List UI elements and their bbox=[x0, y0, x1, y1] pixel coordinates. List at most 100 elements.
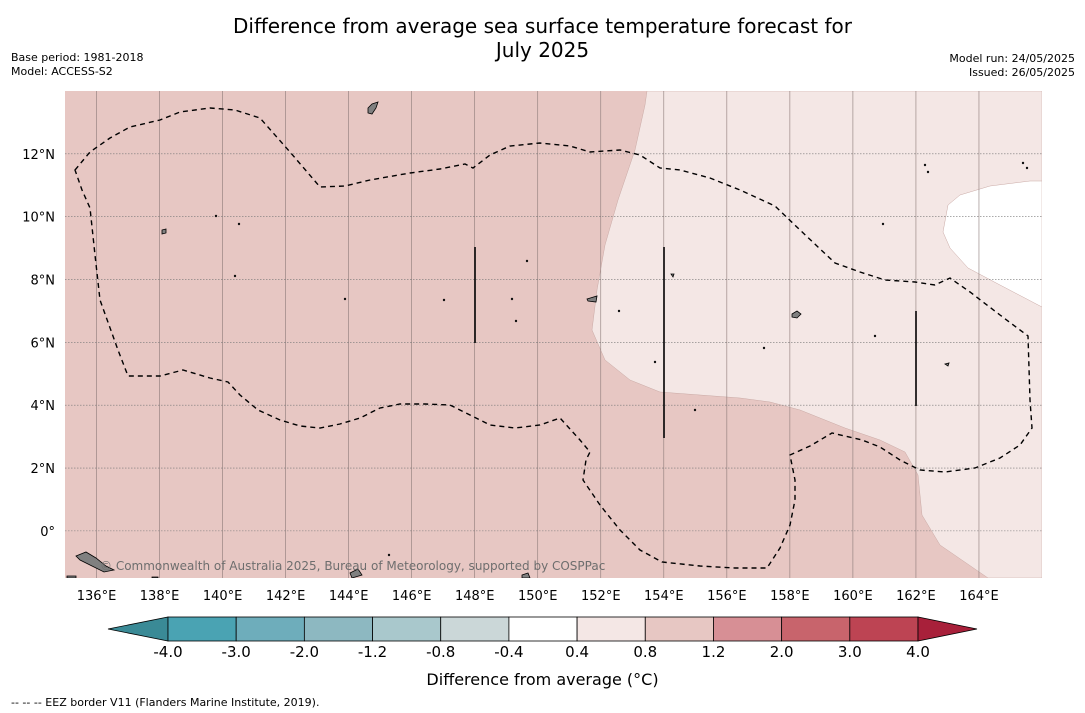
model-name-text: Model: ACCESS-S2 bbox=[11, 65, 113, 78]
island bbox=[387, 553, 391, 557]
colorbar-segment bbox=[644, 616, 714, 642]
map-title-line-1: Difference from average sea surface temp… bbox=[232, 14, 852, 38]
colorbar bbox=[107, 616, 978, 642]
latitude-tick-label: 8°N bbox=[31, 274, 56, 289]
longitude-tick-label: 152°E bbox=[581, 589, 621, 604]
colorbar-tick-label: -4.0 bbox=[153, 643, 183, 661]
latitude-tick-label: 0° bbox=[40, 525, 55, 540]
island bbox=[586, 295, 598, 303]
colorbar-segment bbox=[303, 616, 373, 642]
longitude-tick-label: 154°E bbox=[644, 589, 684, 604]
latitude-tick-label: 2°N bbox=[31, 462, 56, 477]
colorbar-extend-low bbox=[107, 616, 169, 642]
longitude-tick-label: 162°E bbox=[896, 589, 936, 604]
longitude-tick-label: 138°E bbox=[140, 589, 180, 604]
colorbar-tick-label: 0.4 bbox=[565, 643, 590, 661]
longitude-tick-label: 140°E bbox=[203, 589, 243, 604]
island bbox=[214, 214, 218, 218]
issued-date-text: Issued: 26/05/2025 bbox=[968, 66, 1075, 79]
island bbox=[525, 259, 529, 263]
island bbox=[881, 222, 885, 226]
model-run-info: Model run: 24/05/2025 Issued: 26/05/2025 bbox=[949, 52, 1075, 80]
island bbox=[349, 568, 363, 578]
island bbox=[521, 572, 531, 578]
colorbar-segment bbox=[713, 616, 783, 642]
island bbox=[151, 576, 159, 578]
colorbar-tick-label: 0.8 bbox=[633, 643, 658, 661]
island bbox=[873, 334, 877, 338]
colorbar-tick-label: -2.0 bbox=[289, 643, 319, 661]
storm-track-markers bbox=[474, 247, 917, 438]
longitude-tick-label: 164°E bbox=[959, 589, 999, 604]
island bbox=[791, 310, 802, 319]
colorbar-tick-label: -1.2 bbox=[357, 643, 388, 661]
island bbox=[343, 297, 347, 301]
colorbar-tick-label: -3.0 bbox=[221, 643, 251, 661]
island bbox=[617, 309, 621, 313]
longitude-tick-label: 136°E bbox=[77, 589, 117, 604]
latitude-tick-label: 12°N bbox=[22, 148, 55, 163]
colorbar-segment bbox=[576, 616, 646, 642]
longitude-tick-label: 148°E bbox=[455, 589, 495, 604]
longitude-tick-label: 158°E bbox=[770, 589, 810, 604]
island bbox=[66, 575, 77, 578]
base-period-info: Base period: 1981-2018 Model: ACCESS-S2 bbox=[11, 51, 143, 79]
latitude-tick-label: 4°N bbox=[31, 399, 56, 414]
latitude-labels: 0° 2°N 4°N 6°N 8°N 10°N 12°N bbox=[22, 148, 55, 540]
colorbar-label: Difference from average (°C) bbox=[426, 670, 659, 689]
colorbar-tick-label: 1.2 bbox=[701, 643, 726, 661]
longitude-tick-label: 156°E bbox=[707, 589, 747, 604]
map-title-line-2: July 2025 bbox=[495, 38, 590, 62]
longitude-tick-label: 144°E bbox=[329, 589, 369, 604]
land-masses bbox=[66, 101, 1029, 578]
island bbox=[510, 297, 514, 301]
island bbox=[442, 298, 446, 302]
model-run-text: Model run: 24/05/2025 bbox=[949, 52, 1075, 65]
island bbox=[693, 408, 697, 412]
copyright-credit: © Commonwealth of Australia 2025, Bureau… bbox=[100, 559, 605, 573]
longitude-labels: 136°E 138°E 140°E 142°E 144°E 146°E 148°E 150°E… bbox=[77, 589, 999, 604]
longitude-tick-label: 142°E bbox=[266, 589, 306, 604]
colorbar-segment bbox=[781, 616, 851, 642]
colorbar-extend-high bbox=[917, 616, 978, 642]
colorbar-segment bbox=[167, 616, 237, 642]
eez-borders bbox=[74, 107, 1033, 569]
colorbar-tick-label: -0.8 bbox=[426, 643, 456, 661]
longitude-tick-label: 146°E bbox=[392, 589, 432, 604]
map-title: Difference from average sea surface temp… bbox=[0, 14, 1085, 62]
anomaly-region-0-4-to-0-8 bbox=[591, 91, 1042, 578]
anomaly-region-neutral bbox=[942, 180, 1042, 308]
island bbox=[926, 170, 930, 174]
lat-lon-gridlines bbox=[65, 91, 1042, 578]
island bbox=[237, 222, 241, 226]
island bbox=[161, 228, 167, 235]
colorbar-segment bbox=[372, 616, 442, 642]
island bbox=[653, 360, 657, 364]
longitude-tick-label: 150°E bbox=[518, 589, 558, 604]
island bbox=[670, 273, 675, 278]
colorbar-tick-label: -0.4 bbox=[494, 643, 524, 661]
island bbox=[944, 362, 950, 367]
island bbox=[1021, 161, 1025, 165]
base-period-text: Base period: 1981-2018 bbox=[11, 51, 144, 64]
map-area: © Commonwealth of Australia 2025, Bureau… bbox=[65, 91, 1042, 578]
island bbox=[233, 274, 237, 278]
island bbox=[923, 163, 927, 167]
latitude-tick-label: 6°N bbox=[31, 336, 56, 351]
colorbar-tick-labels: -4.0 -3.0 -2.0 -1.2 -0.8 -0.4 0.4 0.8 1.2 2.0 3.0 4… bbox=[0, 643, 1085, 663]
island bbox=[762, 346, 766, 350]
latitude-tick-label: 10°N bbox=[22, 211, 55, 226]
colorbar-segment bbox=[508, 616, 578, 642]
eez-legend-note: -- -- -- EEZ border V11 (Flanders Marine… bbox=[11, 696, 320, 709]
colorbar-tick-label: 2.0 bbox=[769, 643, 794, 661]
island bbox=[1025, 166, 1029, 170]
colorbar-tick-label: 3.0 bbox=[837, 643, 862, 661]
colorbar-segment bbox=[849, 616, 919, 642]
island bbox=[514, 319, 518, 323]
longitude-tick-label: 160°E bbox=[833, 589, 873, 604]
island bbox=[75, 551, 116, 573]
colorbar-segment bbox=[440, 616, 510, 642]
colorbar-segment bbox=[235, 616, 305, 642]
island bbox=[367, 101, 379, 115]
